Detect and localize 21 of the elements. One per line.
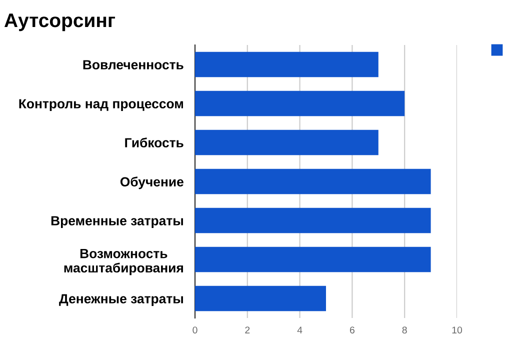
x-tick-label: 4 <box>297 326 302 334</box>
x-tick-label: 8 <box>402 326 407 334</box>
y-tick-label: Контроль над процессом <box>19 99 183 112</box>
y-tick-label: Гибкость <box>125 138 184 148</box>
bar <box>195 168 431 194</box>
bar <box>195 52 378 78</box>
y-tick-label: Вовлеченность <box>83 60 184 70</box>
y-tick-label: Обучение <box>120 176 184 190</box>
bar <box>195 246 431 272</box>
bar <box>195 90 405 116</box>
x-tick-label: 6 <box>350 326 354 334</box>
x-tick-label: 10 <box>452 326 462 334</box>
x-tick-label: 0 <box>192 326 198 334</box>
chart-title: Аутсорсинг <box>4 14 116 32</box>
bar <box>195 130 378 156</box>
bar <box>195 286 326 312</box>
bar <box>195 208 431 234</box>
y-tick-label: Временные затраты <box>51 216 183 228</box>
x-tick-label: 2 <box>245 326 250 334</box>
y-tick-label: Денежные затраты <box>59 294 183 306</box>
y-tick-label: Возможность масштабирования <box>64 248 183 276</box>
